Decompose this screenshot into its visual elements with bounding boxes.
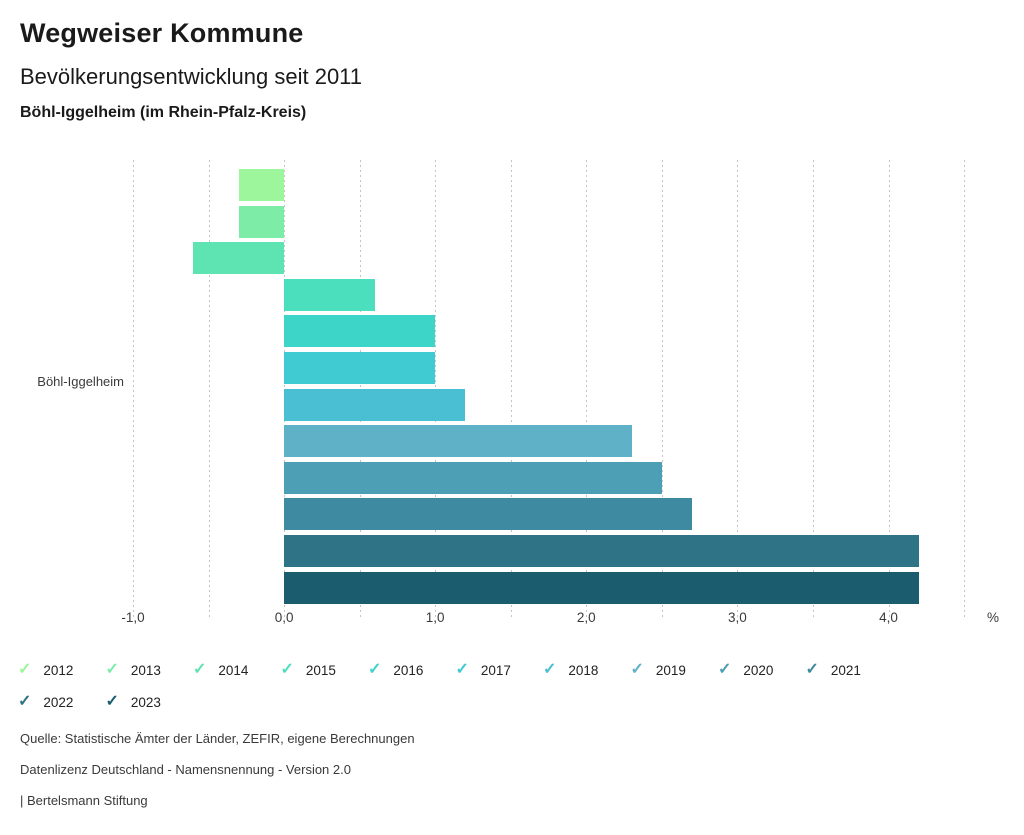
legend: ✓ 2012 ✓ 2013 ✓ 2014 ✓ 2015 ✓ 2016 ✓ 2017 ✓ 2018 ✓ 2019… — [18, 654, 902, 718]
legend-item-2020[interactable]: ✓ 2020 — [718, 654, 806, 686]
gridline — [586, 160, 588, 618]
x-axis-unit-label: % — [986, 610, 1000, 625]
license-line: Datenlizenz Deutschland - Namensnennung … — [20, 762, 351, 777]
legend-item-2018[interactable]: ✓ 2018 — [543, 654, 631, 686]
x-tick-label-1,0: 1,0 — [425, 610, 445, 625]
check-icon: ✓ — [193, 661, 207, 678]
legend-item-2015[interactable]: ✓ 2015 — [281, 654, 369, 686]
x-axis: -1,0 0,0 1,0 2,0 3,0 4,0% — [121, 610, 1024, 628]
bar-2015[interactable] — [284, 278, 375, 311]
legend-year-label: 2023 — [130, 694, 161, 710]
legend-year-label: 2018 — [568, 662, 599, 678]
legend-item-2022[interactable]: ✓ 2022 — [18, 686, 106, 718]
legend-item-2023[interactable]: ✓ 2023 — [106, 686, 194, 718]
x-tick-label-2,0: 2,0 — [576, 610, 596, 625]
source-line: Quelle: Statistische Ämter der Länder, Z… — [20, 731, 415, 746]
legend-year-label: 2012 — [43, 662, 74, 678]
check-icon: ✓ — [105, 693, 119, 710]
footer: Quelle: Statistische Ämter der Länder, Z… — [20, 731, 415, 824]
x-tick-label-0,0: 0,0 — [274, 610, 294, 625]
bar-2014[interactable] — [193, 242, 285, 275]
chart-location-subtitle: Böhl-Iggelheim (im Rhein-Pfalz-Kreis) — [20, 104, 307, 121]
check-icon: ✓ — [18, 661, 32, 678]
check-icon: ✓ — [18, 693, 32, 710]
bar-2018[interactable] — [284, 388, 466, 421]
check-icon: ✓ — [105, 661, 119, 678]
gridline — [737, 160, 739, 618]
gridline — [133, 160, 134, 618]
x-tick-label--1,0: -1,0 — [121, 610, 145, 625]
legend-item-2014[interactable]: ✓ 2014 — [193, 654, 281, 686]
gridline — [812, 160, 814, 618]
bar-2021[interactable] — [284, 498, 692, 531]
legend-item-2016[interactable]: ✓ 2016 — [368, 654, 456, 686]
gridline — [888, 160, 890, 618]
check-icon: ✓ — [630, 661, 644, 678]
bar-2017[interactable] — [284, 352, 436, 384]
bar-2016[interactable] — [284, 315, 436, 348]
legend-item-2017[interactable]: ✓ 2017 — [456, 654, 544, 686]
legend-year-label: 2020 — [743, 662, 774, 678]
legend-year-label: 2019 — [655, 662, 686, 678]
legend-year-label: 2014 — [218, 662, 249, 678]
category-label: Böhl-Iggelheim — [37, 374, 124, 389]
check-icon: ✓ — [455, 661, 469, 678]
legend-item-2019[interactable]: ✓ 2019 — [631, 654, 719, 686]
check-icon: ✓ — [543, 661, 557, 678]
bar-2020[interactable] — [284, 461, 662, 494]
gridline — [510, 160, 512, 618]
page-title: Wegweiser Kommune — [20, 18, 304, 48]
legend-year-label: 2016 — [393, 662, 424, 678]
legend-year-label: 2021 — [830, 662, 861, 678]
gridline — [964, 160, 965, 618]
bar-2019[interactable] — [284, 425, 632, 458]
check-icon: ✓ — [368, 661, 382, 678]
legend-item-2013[interactable]: ✓ 2013 — [106, 654, 194, 686]
gridline — [208, 160, 210, 618]
header: Wegweiser Kommune Bevölkerungsentwicklun… — [20, 18, 362, 122]
plot-area: Böhl-Iggelheim — [37, 160, 965, 618]
bar-2023[interactable] — [284, 571, 919, 604]
legend-item-2012[interactable]: ✓ 2012 — [18, 654, 106, 686]
legend-year-label: 2017 — [480, 662, 511, 678]
bar-2012[interactable] — [238, 169, 285, 201]
legend-year-label: 2013 — [130, 662, 161, 678]
x-tick-label-3,0: 3,0 — [728, 610, 747, 625]
chart-title: Bevölkerungsentwicklung seit 2011 — [20, 64, 363, 89]
check-icon: ✓ — [280, 661, 294, 678]
bar-2022[interactable] — [284, 535, 919, 567]
x-tick-label-4,0: 4,0 — [879, 610, 898, 625]
check-icon: ✓ — [805, 661, 819, 678]
legend-item-2021[interactable]: ✓ 2021 — [806, 654, 894, 686]
attribution-line: | Bertelsmann Stiftung — [20, 793, 148, 808]
bar-2013[interactable] — [238, 205, 285, 238]
legend-year-label: 2015 — [305, 662, 336, 678]
check-icon: ✓ — [718, 661, 732, 678]
gridline — [661, 160, 663, 618]
legend-year-label: 2022 — [43, 694, 74, 710]
